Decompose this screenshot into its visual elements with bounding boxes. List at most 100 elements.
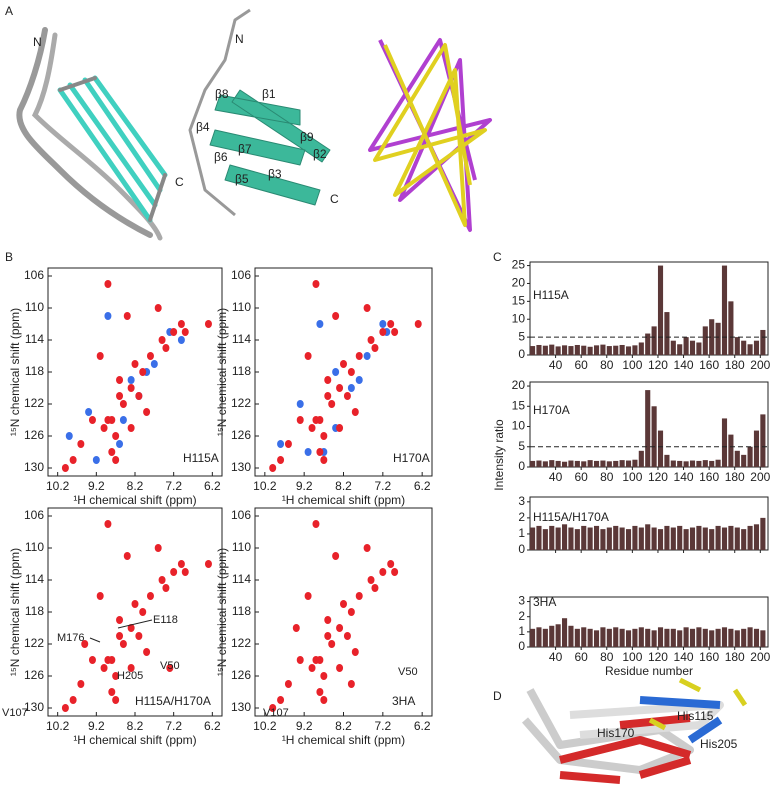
peak xyxy=(320,456,328,464)
peak xyxy=(112,696,120,704)
bar xyxy=(670,527,676,550)
x-tick-label: 60 xyxy=(575,650,589,664)
peak xyxy=(340,360,347,368)
peak xyxy=(65,432,73,440)
structure-label: β8 xyxy=(215,87,229,101)
leader-line xyxy=(89,637,101,643)
peak xyxy=(170,568,178,576)
bar xyxy=(683,337,689,355)
x-tick-label: 80 xyxy=(600,358,614,372)
bar xyxy=(555,460,561,467)
peak xyxy=(127,624,135,632)
peak xyxy=(116,392,124,400)
y-tick-label: 106 xyxy=(231,508,251,522)
bar xyxy=(530,527,536,550)
bar xyxy=(600,460,606,467)
bar xyxy=(747,344,753,355)
peak xyxy=(316,656,324,664)
x-tick-label: 60 xyxy=(575,358,589,372)
bar xyxy=(632,459,638,467)
bar xyxy=(645,390,651,467)
peak xyxy=(312,280,320,288)
x-tick-label: 160 xyxy=(699,358,719,372)
peak xyxy=(367,576,375,584)
peak xyxy=(363,304,371,312)
bar xyxy=(568,527,574,550)
bar xyxy=(568,346,574,355)
peak xyxy=(69,696,77,704)
peak xyxy=(387,320,395,328)
bar xyxy=(657,265,664,355)
peak xyxy=(119,400,127,408)
bar xyxy=(715,525,721,550)
y-tick-label: 114 xyxy=(25,572,44,586)
y-tick-label: 114 xyxy=(232,332,251,346)
bar xyxy=(568,625,574,647)
bar xyxy=(741,628,747,647)
x-tick-label: 7.2 xyxy=(165,719,182,733)
peak xyxy=(269,704,277,712)
peak xyxy=(154,304,162,312)
bar xyxy=(581,461,587,467)
peak xyxy=(123,312,131,320)
structure-cartoon xyxy=(188,8,331,217)
peak xyxy=(414,320,422,328)
bar xyxy=(619,460,625,467)
bar xyxy=(542,529,548,550)
peak xyxy=(112,432,120,440)
x-tick-label: 6.2 xyxy=(414,479,431,493)
peak xyxy=(81,640,89,648)
y-axis-label: ¹⁵N chemical shift (ppm) xyxy=(215,548,229,676)
peak xyxy=(379,568,387,576)
peak xyxy=(332,312,340,320)
peak xyxy=(143,648,151,656)
bar xyxy=(542,628,548,647)
peak xyxy=(146,352,154,360)
bar xyxy=(555,624,561,647)
panel-label: B xyxy=(5,250,13,264)
residue-label: His170 xyxy=(597,726,635,740)
bar xyxy=(651,406,657,467)
peak xyxy=(96,592,104,600)
y-tick-label: 25 xyxy=(512,258,526,272)
bar xyxy=(587,628,593,647)
y-tick-label: 110 xyxy=(25,300,44,314)
annotation: V107 xyxy=(263,707,289,719)
peak xyxy=(284,440,292,448)
panel-label: D xyxy=(493,689,502,703)
bar xyxy=(613,525,619,550)
bar xyxy=(581,525,587,550)
annotation: 3HA xyxy=(533,595,556,609)
bar xyxy=(613,460,619,467)
y-tick-label: 118 xyxy=(232,364,251,378)
bar xyxy=(587,527,593,550)
bar xyxy=(625,529,632,550)
bar xyxy=(657,430,664,467)
bar xyxy=(721,418,728,467)
bar xyxy=(638,450,644,467)
y-tick-label: 126 xyxy=(24,668,44,682)
bar xyxy=(530,346,536,355)
bar xyxy=(747,446,753,467)
peak xyxy=(131,360,139,368)
bar xyxy=(536,525,542,550)
x-tick-label: 180 xyxy=(725,650,745,664)
y-axis-label: ¹⁵N chemical shift (ppm) xyxy=(8,308,22,436)
peak xyxy=(104,520,112,528)
y-tick-label: 20 xyxy=(512,276,526,290)
bar xyxy=(638,627,644,647)
annotation: V50 xyxy=(160,660,180,672)
peak xyxy=(112,672,120,680)
peak xyxy=(351,648,359,656)
bar xyxy=(677,344,683,355)
peak xyxy=(108,416,116,424)
y-tick-label: 110 xyxy=(232,300,251,314)
bar xyxy=(651,527,657,550)
structure-label: β6 xyxy=(214,150,228,164)
bar xyxy=(549,344,555,355)
y-tick-label: 0 xyxy=(518,542,525,556)
bar xyxy=(561,345,568,355)
peak xyxy=(324,616,332,624)
peak xyxy=(131,600,139,608)
bar xyxy=(734,527,740,550)
